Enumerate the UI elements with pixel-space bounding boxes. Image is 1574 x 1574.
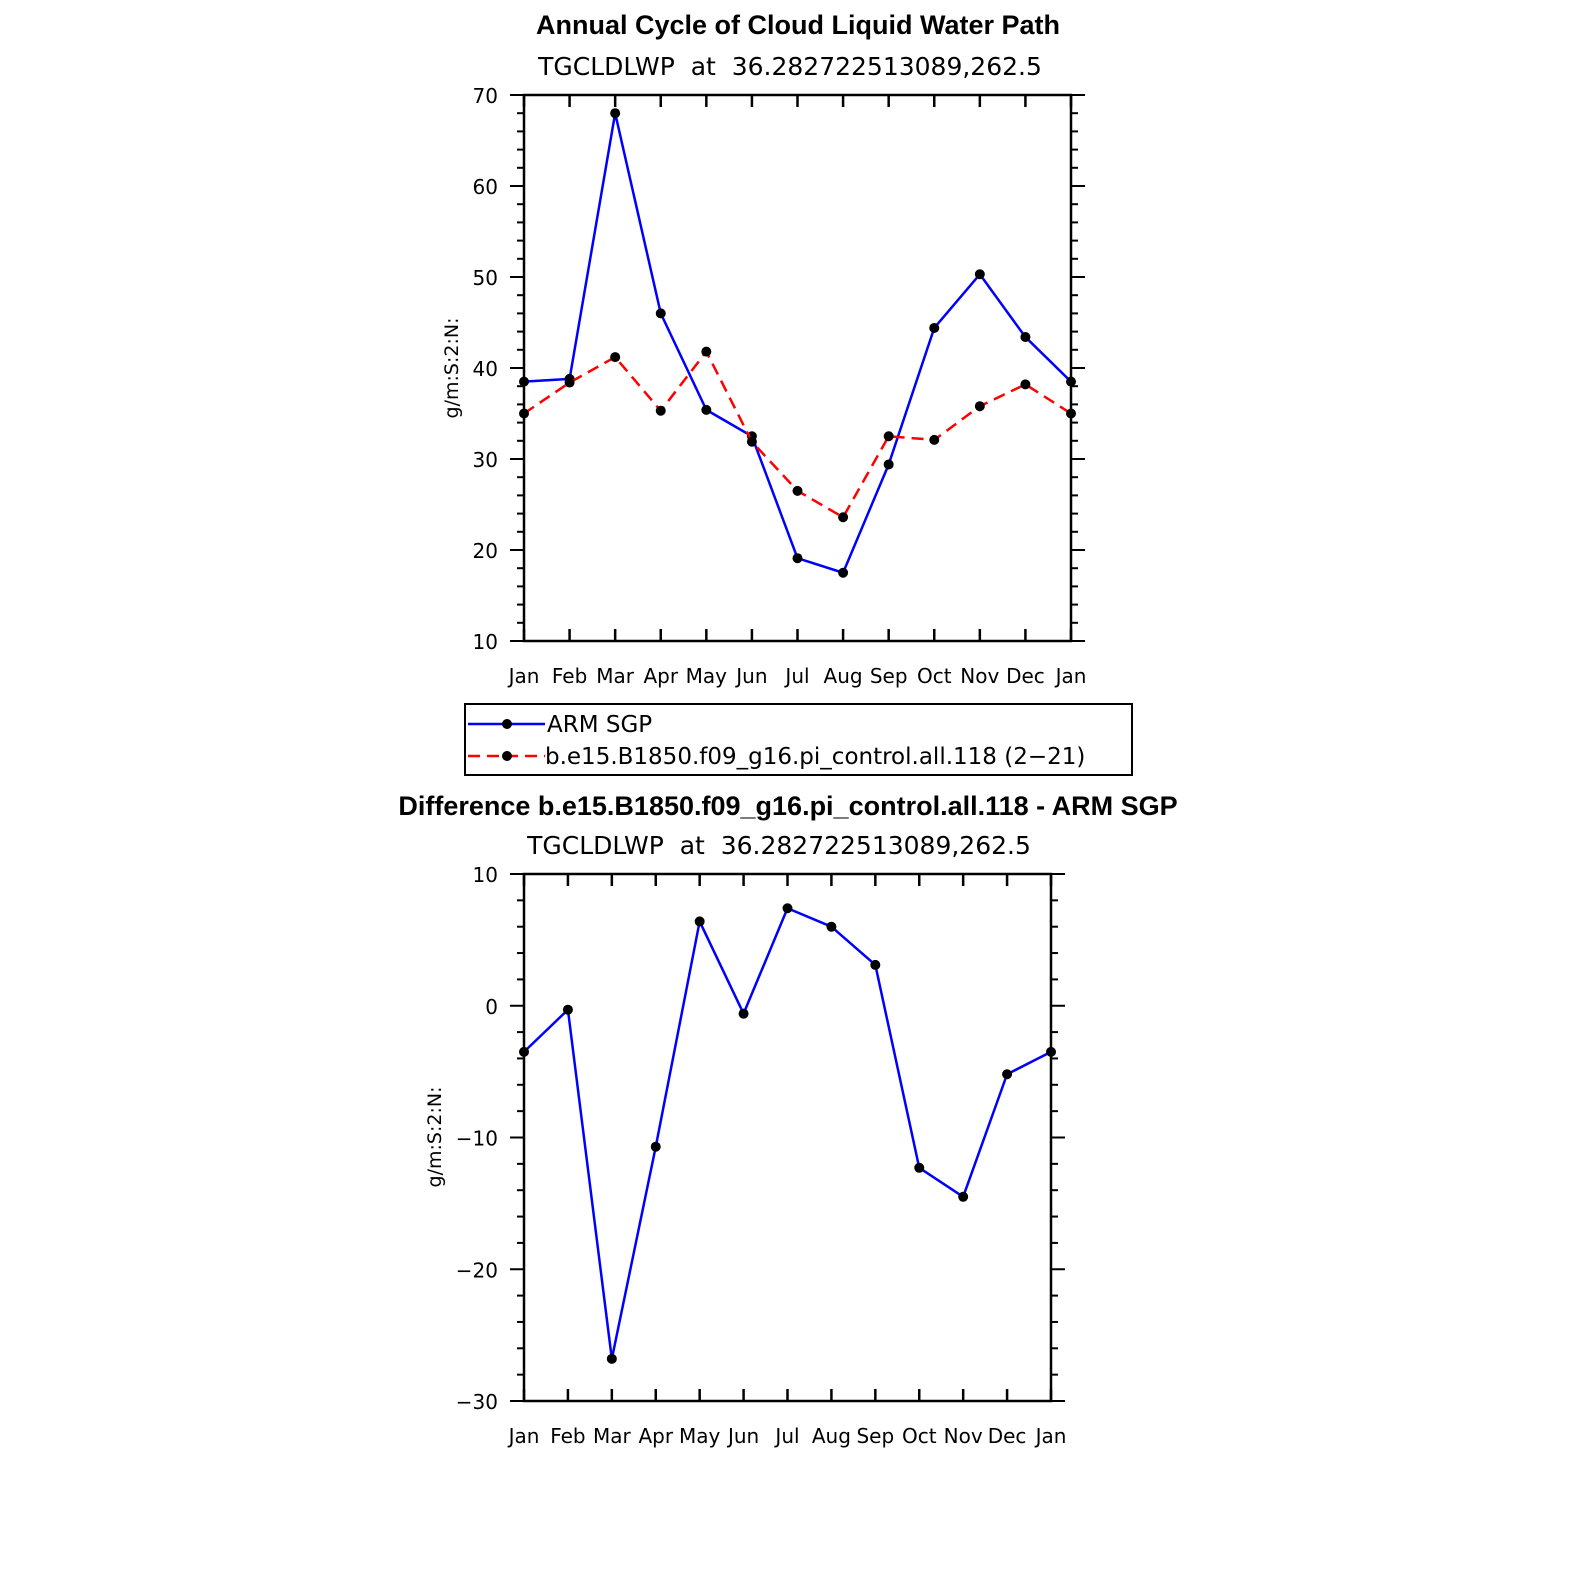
bottom-x-tick-label: Oct — [902, 1424, 937, 1448]
bottom-x-tick-label: Feb — [550, 1424, 585, 1448]
top-x-tick-label: Dec — [1006, 664, 1045, 688]
legend-marker-model — [502, 751, 512, 761]
bottom-x-tick-label: Apr — [638, 1424, 673, 1448]
bottom-series-0-point — [826, 921, 837, 932]
top-series-1-point — [838, 512, 849, 523]
top-series-0-point — [929, 322, 940, 333]
top-chart-subtitle: TGCLDLWP at 36.282722513089,262.5 — [537, 52, 1042, 81]
legend: ARM SGP b.e15.B1850.f09_g16.pi_control.a… — [464, 703, 1133, 776]
legend-marker-arm-sgp — [502, 719, 512, 729]
bottom-chart-subtitle: TGCLDLWP at 36.282722513089,262.5 — [526, 831, 1031, 860]
top-x-tick-label: Mar — [596, 664, 635, 688]
top-x-tick-label: Sep — [870, 664, 908, 688]
top-x-tick-label: Aug — [824, 664, 863, 688]
top-y-tick-label: 40 — [473, 357, 498, 381]
bottom-chart-title: Difference b.e15.B1850.f09_g16.pi_contro… — [398, 791, 1177, 821]
top-x-tick-label: Jul — [783, 664, 809, 688]
bottom-y-tick-label: 0 — [485, 995, 498, 1019]
top-y-tick-label: 10 — [473, 630, 498, 654]
bottom-series-0-point — [694, 916, 705, 927]
top-series-0-line — [523, 111, 1072, 574]
top-y-tick-label: 20 — [473, 539, 498, 563]
top-chart-y-axis-label: g/m:S:2:N: — [441, 318, 463, 419]
top-series-1-point — [610, 352, 621, 363]
bottom-y-tick-label: −10 — [456, 1127, 498, 1151]
top-y-tick-label: 30 — [473, 448, 498, 472]
bottom-x-tick-label: Jul — [773, 1424, 799, 1448]
bottom-x-tick-label: Jan — [1034, 1424, 1067, 1448]
top-x-tick-label: Jan — [507, 664, 540, 688]
bottom-series-0-point — [1002, 1069, 1013, 1080]
top-series-1-point — [1066, 408, 1076, 419]
bottom-series-0-point — [519, 1046, 529, 1057]
top-series-0-point — [519, 376, 529, 387]
legend-label-model: b.e15.B1850.f09_g16.pi_control.all.118 (… — [545, 744, 1085, 770]
top-series-1-point — [701, 346, 712, 357]
top-series-1-point — [1020, 379, 1031, 390]
bottom-chart-y-axis-label: g/m:S:2:N: — [424, 1087, 446, 1188]
top-x-tick-label: Feb — [552, 664, 587, 688]
bottom-y-tick-label: −30 — [456, 1390, 498, 1414]
bottom-x-tick-label: Sep — [856, 1424, 894, 1448]
bottom-series-0-point — [650, 1141, 661, 1152]
top-series-0-point — [1020, 332, 1031, 343]
top-y-tick-label: 50 — [473, 266, 498, 290]
top-series-1-point — [883, 431, 894, 442]
bottom-chart-plot: Jan Feb Mar Apr May Jun Jul Aug Sep Oct Nov Dec Jan−… — [456, 863, 1067, 1448]
bottom-series-0-point — [738, 1008, 749, 1019]
top-series-0-point — [610, 108, 621, 119]
top-x-tick-label: Oct — [917, 664, 952, 688]
top-x-tick-label: Jun — [734, 664, 767, 688]
bottom-y-tick-label: 10 — [473, 863, 498, 887]
top-series-1-point — [746, 436, 757, 447]
top-series-0-point — [655, 308, 666, 319]
top-series-0-point — [838, 567, 849, 578]
legend-label-arm-sgp: ARM SGP — [547, 712, 652, 738]
top-y-tick-label: 70 — [473, 84, 498, 108]
top-series-1-point — [655, 405, 666, 416]
bottom-series-0-point — [870, 959, 881, 970]
top-series-0-point — [883, 459, 894, 470]
bottom-series-0-point — [606, 1353, 617, 1364]
bottom-y-tick-label: −20 — [456, 1258, 498, 1282]
bottom-series-0-point — [782, 903, 793, 914]
top-series-0-point — [701, 404, 712, 415]
top-series-0-point — [1066, 376, 1076, 387]
bottom-series-0-line — [523, 907, 1052, 1361]
bottom-x-tick-label: Jan — [507, 1424, 540, 1448]
bottom-x-tick-label: Jun — [726, 1424, 759, 1448]
legend-box — [464, 703, 1133, 776]
bottom-series-0-point — [562, 1004, 573, 1015]
top-series-1-point — [564, 377, 575, 388]
top-x-tick-label: May — [686, 664, 728, 688]
bottom-series-0-point — [914, 1162, 925, 1173]
bottom-plot-frame — [522, 872, 1053, 1403]
top-chart-title: Annual Cycle of Cloud Liquid Water Path — [536, 10, 1060, 40]
top-series-0-point — [974, 269, 985, 280]
bottom-x-tick-label: Nov — [944, 1424, 983, 1448]
bottom-series-0-point — [958, 1191, 969, 1202]
top-chart-plot: Jan Feb Mar Apr May Jun Jul Aug Sep Oct Nov Dec Jan 1… — [473, 84, 1087, 688]
top-x-tick-label: Jan — [1054, 664, 1087, 688]
bottom-x-tick-label: Mar — [593, 1424, 632, 1448]
top-series-1-point — [974, 401, 985, 412]
top-series-1-point — [929, 434, 940, 445]
top-series-1-point — [792, 485, 803, 496]
bottom-x-tick-label: May — [679, 1424, 721, 1448]
top-y-tick-label: 60 — [473, 175, 498, 199]
top-series-0-point — [792, 553, 803, 564]
top-series-1-point — [519, 408, 529, 419]
bottom-series-0-point — [1046, 1046, 1056, 1057]
bottom-x-tick-label: Dec — [988, 1424, 1027, 1448]
top-x-tick-label: Nov — [960, 664, 999, 688]
top-x-tick-label: Apr — [643, 664, 678, 688]
bottom-x-tick-label: Aug — [812, 1424, 851, 1448]
